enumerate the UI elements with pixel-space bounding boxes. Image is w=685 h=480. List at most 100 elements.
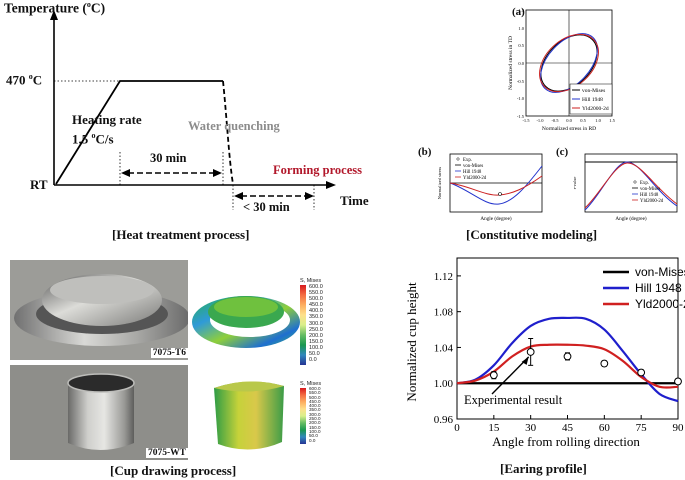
earing-xlabel: Angle from rolling direction [492, 434, 640, 449]
panel-a-yield-locus: von-Mises Hill 1948 Yld2000-2d -1.5 -1.0… [508, 8, 616, 132]
ht-forming-time-label: < 30 min [243, 200, 290, 214]
scale-value: 350.0 [309, 314, 323, 321]
panel-a-ytick: 0.0 [518, 61, 524, 66]
earing-caption: [Earing profile] [500, 461, 587, 476]
mises-scale-2: S, Mises 600.0 550.0 500.0 450.0 400.0 3… [300, 381, 342, 474]
earing-y-tick-label: 1.12 [434, 271, 453, 283]
scale-value: 400.0 [309, 308, 323, 315]
photo-cup-t6: 7075-T6 [10, 260, 188, 360]
scale-value: 150.0 [309, 424, 321, 430]
label-t6: 7075-T6 [150, 348, 188, 358]
scale-value: 50.0 [309, 433, 318, 439]
ht-temp-label: 470 oC [6, 72, 43, 88]
panel-a-tag: (a) [512, 6, 525, 18]
earing-y-tick-label: 1.04 [434, 342, 454, 354]
mises-scale-1-title: S, Mises [300, 278, 322, 284]
panel-b-ylabel: Normalized stress [437, 167, 442, 200]
fe-simulation-wt [214, 381, 284, 450]
earing-y-tick-label: 1.08 [434, 307, 454, 319]
scale-value: 600.0 [309, 284, 323, 290]
scale-value: 0.0 [309, 437, 316, 443]
scale-value: 450.0 [309, 398, 321, 404]
scale-value: 100.0 [309, 428, 321, 434]
panel-a-xtick: 1.5 [609, 118, 615, 123]
earing-x-tick-label: 45 [562, 422, 574, 434]
earing-exp-point [489, 371, 498, 380]
scale-value: 450.0 [309, 302, 323, 309]
mises-scale-2-bar [300, 388, 306, 444]
ht-forming-process-label: Forming process [273, 163, 362, 177]
panel-b-legend-text-2: von-Mises [463, 164, 483, 169]
panel-a-locus-vonmises [540, 34, 598, 92]
panel-b-tag: (b) [418, 146, 432, 158]
panel-c-legend-text-2: von-Mises [640, 187, 660, 192]
earing-exp-point [674, 377, 682, 386]
panel-a-locus-yld [539, 33, 599, 93]
earing-series-line-2 [456, 343, 679, 389]
photo-cup-wt: 7075-WT [10, 365, 188, 460]
cup-wt-rim [67, 373, 135, 393]
earing-exp-point [563, 352, 572, 361]
scale-value: 600.0 [309, 386, 321, 391]
fe-wt-wall [214, 381, 284, 450]
ht-heating-rate-label: Heating rate 1.5 oC/s [72, 112, 142, 147]
fe-simulation-t6 [192, 296, 300, 348]
earing-legend-label-0: von-Mises [635, 265, 685, 279]
ht-forming-arrow-left [234, 192, 243, 200]
cup-t6-illustration [14, 274, 188, 346]
earing-x-tick-label: 15 [488, 422, 500, 434]
earing-exp-point [526, 348, 535, 356]
earing-annotation-arrowhead [521, 356, 529, 365]
earing-x-tick-label: 75 [636, 422, 648, 434]
panel-a-ytick: -1.0 [517, 96, 525, 101]
panel-a-ytick: -0.5 [517, 79, 525, 84]
scale-value: 300.0 [309, 320, 323, 327]
earing-y-tick-label: 1.00 [434, 378, 454, 390]
panel-a-xlabel: Normalized stress in RD [542, 126, 596, 132]
panel-b-stress-plot: Exp. von-Mises Hill 1948 Yld2000-2d Angl… [437, 153, 543, 222]
ht-quench-curve [222, 80, 234, 185]
earing-x-tick-label: 90 [673, 422, 685, 434]
earing-annotation-arrow-line [491, 356, 530, 395]
panel-a-xtick: 0.0 [566, 118, 572, 123]
panel-b-legend-text-3: Hill 1948 [463, 170, 482, 175]
heat-treatment-diagram [50, 10, 336, 210]
panel-b-xlabel: Angle (degree) [480, 215, 512, 222]
scale-value: 250.0 [309, 416, 321, 422]
earing-exp-point [600, 359, 609, 368]
panel-a-xtick: -0.5 [551, 118, 559, 123]
panel-a-xtick: -1.5 [522, 118, 530, 123]
earing-x-tick-label: 60 [599, 422, 611, 434]
ht-hold-arrow-left [121, 169, 130, 177]
scale-value: 50.0 [309, 351, 320, 358]
earing-ylabel: Normalized cup height [404, 282, 419, 402]
scale-value: 400.0 [309, 403, 321, 409]
panel-a-xtick: 1.0 [595, 118, 601, 123]
ht-y-axis-arrow [50, 10, 58, 20]
panel-a-ytick: 1.0 [518, 26, 524, 31]
scale-value: 200.0 [309, 332, 323, 339]
scale-value: 250.0 [309, 326, 323, 333]
panel-b-legend-text-4: Yld2000-2d [463, 176, 487, 181]
cup-drawing-caption: [Cup drawing process] [110, 463, 237, 478]
scale-value: 500.0 [309, 296, 323, 303]
panel-a-legend-text-2: Hill 1948 [582, 97, 603, 103]
fe-wt-rim [214, 381, 284, 392]
scale-value: 550.0 [309, 390, 321, 396]
ht-x-axis-arrow [326, 181, 336, 189]
panel-a-xtick: -1.0 [536, 118, 544, 123]
panel-a-ylabel: Normalized stress in TD [508, 36, 514, 90]
scale-value: 300.0 [309, 411, 321, 417]
panel-a-locus-hill [540, 33, 598, 93]
ht-hold-arrow-right [213, 169, 222, 177]
panel-c-legend-text-3: Hill 1948 [640, 193, 659, 198]
panel-c-legend-text-4: Yld2000-2d [640, 199, 664, 204]
ht-heating-curve [55, 80, 223, 185]
scale-value: 200.0 [309, 420, 321, 426]
panel-c-legend-text-1: Exp. [640, 181, 649, 186]
earing-legend-label-1: Hill 1948 [635, 281, 682, 295]
panel-c-xlabel: Angle (degree) [615, 215, 647, 222]
panel-a-legend-text-1: von-Mises [582, 88, 605, 94]
mises-scale-2-title: S, Mises [300, 381, 322, 387]
ht-water-quenching-label: Water quenching [188, 119, 280, 133]
